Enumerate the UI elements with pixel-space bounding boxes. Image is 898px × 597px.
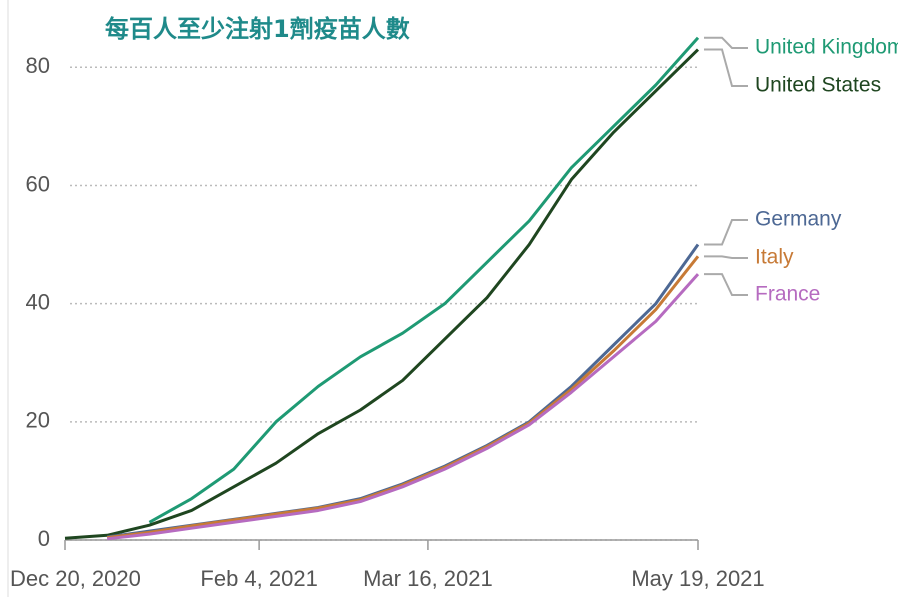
chart-title: 每百人至少注射1劑疫苗人數 (105, 15, 410, 43)
legend-label: Germany (755, 208, 842, 231)
x-tick-label: Feb 4, 2021 (200, 566, 317, 591)
legend-connector (704, 273, 748, 296)
x-tick-label: May 19, 2021 (631, 566, 764, 591)
legend-connector (704, 255, 748, 259)
series-line (107, 255, 700, 540)
y-tick-label: 0 (38, 526, 50, 551)
legend-connector (704, 219, 748, 246)
x-tick-label: Dec 20, 2020 (10, 566, 141, 591)
series-line (106, 243, 700, 539)
legend-label: United Kingdom (755, 36, 898, 59)
legend-connector (704, 48, 748, 87)
y-tick-label: 80 (26, 53, 50, 78)
y-tick-label: 40 (26, 289, 50, 314)
legend-label: United States (755, 74, 881, 97)
series-line (148, 36, 700, 524)
legend-label: France (755, 283, 820, 306)
x-tick-label: Mar 16, 2021 (363, 566, 493, 591)
legend-connector (704, 36, 748, 49)
y-tick-label: 60 (26, 171, 50, 196)
legend-label: Italy (755, 246, 794, 269)
series-line (64, 48, 700, 540)
y-tick-label: 20 (26, 408, 50, 433)
series-line (107, 273, 700, 541)
